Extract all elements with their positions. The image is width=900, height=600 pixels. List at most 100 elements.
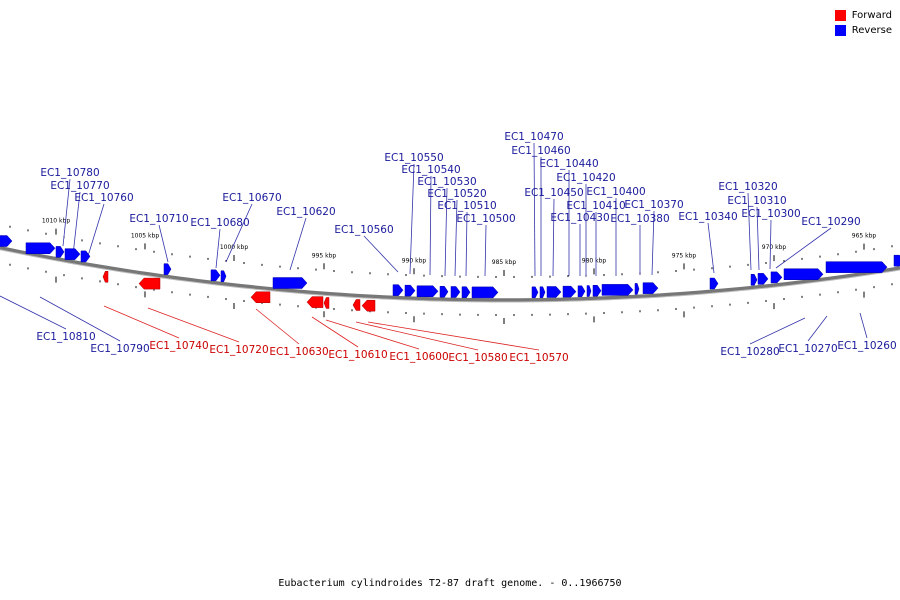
leader-line-EC1_10580: [355, 321, 479, 351]
gene-arrow-rev-1: [25, 242, 56, 255]
gene-label-EC1_10400: EC1_10400: [586, 186, 645, 198]
scale-tick-label: 975 kbp: [672, 252, 697, 259]
forward-swatch: [834, 10, 846, 21]
gene-arrow-rev-20: [577, 285, 586, 298]
gene-arrow-rev-14: [461, 286, 471, 298]
gene-arrow-rev-11: [416, 285, 439, 298]
gene-label-EC1_10600: EC1_10600: [389, 351, 448, 363]
gene-label-EC1_10380: EC1_10380: [610, 213, 669, 225]
leader-line-EC1_10680: [215, 228, 221, 269]
leader-line-EC1_10560: [363, 235, 399, 273]
leader-line-EC1_10280: [749, 317, 806, 345]
gene-arrow-rev-4: [80, 250, 91, 263]
gene-arrow-fwd-3: [306, 296, 324, 308]
scale-tick-label: 1005 kbp: [131, 232, 159, 239]
gene-arrow-rev-6: [210, 269, 221, 282]
scale-tick-label: 995 kbp: [312, 252, 337, 259]
gene-arrow-rev-10: [404, 284, 416, 297]
scale-tick-label: 965 kbp: [852, 233, 877, 240]
gene-arrow-rev-32: [893, 254, 900, 267]
gene-arrow-rev-23: [601, 284, 634, 296]
gene-label-EC1_10520: EC1_10520: [427, 188, 486, 200]
gene-arrow-rev-25: [642, 282, 659, 294]
gene-label-EC1_10760: EC1_10760: [74, 192, 133, 204]
leader-line-EC1_10290: [775, 227, 832, 269]
gene-label-EC1_10430: EC1_10430: [550, 212, 609, 224]
gene-arrow-rev-28: [757, 273, 769, 285]
gene-arrow-rev-21: [586, 285, 592, 297]
gene-arrow-rev-17: [539, 286, 546, 298]
gene-label-EC1_10470: EC1_10470: [504, 131, 563, 143]
gene-label-EC1_10610: EC1_10610: [328, 349, 387, 361]
leader-line-EC1_10790: [39, 296, 121, 342]
gene-arrow-rev-26: [709, 277, 719, 290]
leader-line-EC1_10530: [444, 187, 448, 277]
gene-label-EC1_10740: EC1_10740: [149, 340, 208, 352]
gene-arrow-fwd-1: [138, 277, 161, 290]
legend-item-reverse: Reverse: [834, 23, 892, 38]
gene-label-EC1_10270: EC1_10270: [778, 343, 837, 355]
gene-label-EC1_10280: EC1_10280: [720, 346, 779, 358]
gene-label-EC1_10810: EC1_10810: [36, 331, 95, 343]
gene-arrow-rev-0: [0, 235, 13, 247]
backbone-line: [0, 246, 900, 302]
gene-label-EC1_10420: EC1_10420: [556, 172, 615, 184]
scale-tick-label: 980 kbp: [582, 257, 607, 264]
leader-line-EC1_10320: [747, 192, 752, 271]
leader-line-EC1_10810: [0, 295, 67, 330]
gene-label-EC1_10790: EC1_10790: [90, 343, 149, 355]
gene-label-EC1_10310: EC1_10310: [727, 195, 786, 207]
gene-arrow-rev-31: [825, 261, 888, 273]
leader-line-EC1_10470: [533, 142, 536, 277]
leader-line-EC1_10260: [859, 312, 868, 339]
scale-tick-label: 985 kbp: [492, 259, 517, 266]
leader-line-EC1_10670: [225, 203, 253, 263]
gene-label-EC1_10570: EC1_10570: [509, 352, 568, 364]
gene-arrow-rev-19: [562, 285, 577, 298]
leader-line-EC1_10710: [158, 224, 169, 263]
leader-line-EC1_10510: [465, 211, 468, 277]
gene-arrow-rev-22: [592, 285, 602, 297]
gene-label-EC1_10440: EC1_10440: [539, 158, 598, 170]
gene-label-EC1_10680: EC1_10680: [190, 217, 249, 229]
gene-label-EC1_10320: EC1_10320: [718, 181, 777, 193]
leader-line-EC1_10270: [807, 315, 828, 342]
gene-arrow-rev-5: [163, 263, 172, 275]
gene-label-EC1_10460: EC1_10460: [511, 145, 570, 157]
gene-label-EC1_10580: EC1_10580: [448, 352, 507, 364]
leader-line-EC1_10340: [707, 222, 715, 274]
gene-arrow-rev-2: [55, 246, 65, 258]
scale-tick-label: 1000 kbp: [220, 244, 248, 251]
leader-line-EC1_10760: [87, 203, 105, 257]
legend-label-forward: Forward: [851, 10, 892, 21]
gene-arrow-rev-16: [531, 286, 539, 299]
gene-arrow-rev-15: [471, 286, 499, 299]
gene-label-EC1_10290: EC1_10290: [801, 216, 860, 228]
leader-line-EC1_10600: [325, 319, 420, 350]
gene-label-EC1_10450: EC1_10450: [524, 187, 583, 199]
leader-lines: [0, 142, 868, 351]
leader-line-EC1_10570: [367, 321, 540, 351]
gene-label-EC1_10540: EC1_10540: [401, 164, 460, 176]
gene-arrow-rev-13: [450, 286, 461, 298]
gene-arrow-fwd-0: [102, 271, 109, 283]
tick-layer: 1010 kbp 1005 kbp 1000 kbp 995 kbp 990 kbp 98…: [9, 218, 893, 324]
leader-line-EC1_10500: [484, 224, 487, 277]
gene-arrow-rev-24: [634, 283, 640, 295]
gene-arrow-rev-18: [546, 286, 562, 298]
gene-arrow-rev-27: [750, 274, 758, 286]
gene-label-EC1_10550: EC1_10550: [384, 152, 443, 164]
gene-arrow-fwd-6: [361, 299, 376, 312]
backbone-shadow: [0, 249, 900, 303]
leader-line-EC1_10450: [552, 198, 555, 277]
gene-arrow-rev-29: [770, 271, 783, 284]
leader-line-EC1_10720: [147, 307, 240, 343]
reverse-swatch: [834, 25, 846, 36]
gene-arrow-fwd-4: [323, 297, 330, 309]
gene-arrow-rev-7: [220, 270, 227, 283]
gene-arrow-rev-12: [439, 285, 449, 298]
gene-label-EC1_10370: EC1_10370: [624, 199, 683, 211]
